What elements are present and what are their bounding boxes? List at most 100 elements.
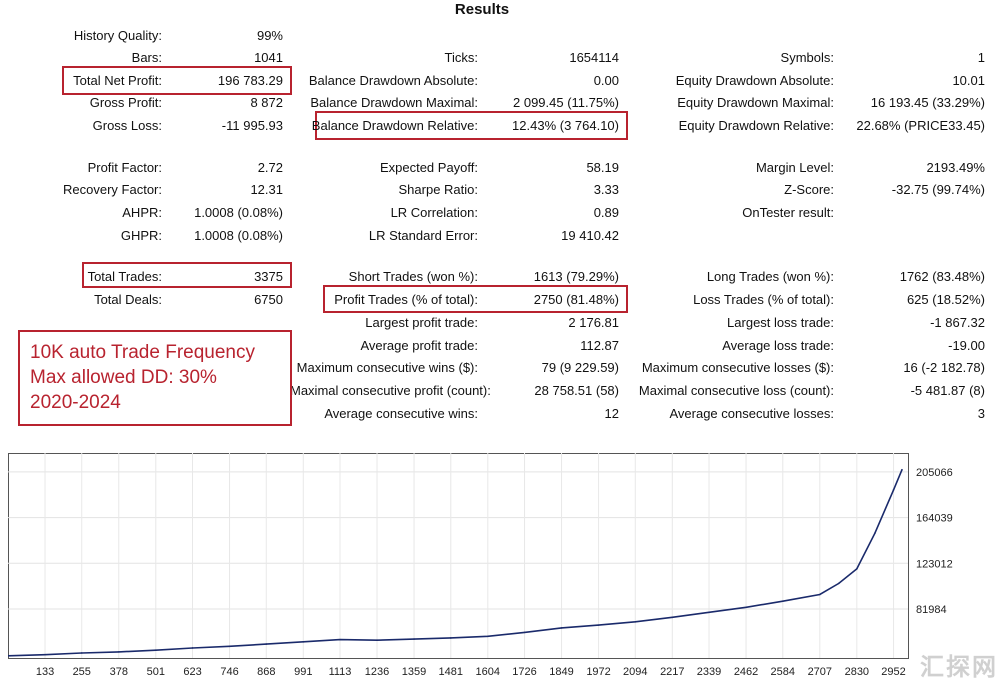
balance-point [597, 624, 600, 626]
ontester-result-label: OnTester result: [742, 205, 834, 220]
balance-point [191, 647, 194, 649]
note-line-3: 2020-2024 [30, 392, 121, 413]
maximal-consecutive-profit-label: Maximal consecutive profit (count): [290, 383, 491, 398]
margin-level-value: 2193.49% [926, 160, 985, 175]
balance-dd-maximal-label: Balance Drawdown Maximal: [310, 95, 478, 110]
highlight-total-trades [82, 262, 292, 288]
balance-point [449, 637, 452, 639]
gross-profit-label: Gross Profit: [89, 95, 162, 110]
ghpr-value: 1.0008 (0.08%) [194, 228, 283, 243]
x-tick-label: 991 [294, 666, 312, 678]
x-tick-label: 378 [110, 666, 128, 678]
highlight-balance-dd-relative [315, 111, 628, 140]
x-tick-label: 501 [147, 666, 165, 678]
x-tick-label: 133 [36, 666, 54, 678]
total-deals-label: Total Deals: [94, 292, 162, 307]
balance-point [634, 620, 637, 623]
x-tick-label: 2830 [845, 666, 869, 678]
balance-point [781, 600, 784, 602]
profit-trades-value: 2750 (81.48%) [533, 292, 619, 307]
max-consecutive-wins-value: 79 (9 229.59) [541, 360, 619, 375]
x-tick-label: 2094 [623, 666, 647, 678]
total-trades-label: Total Trades: [87, 269, 162, 284]
balance-point [745, 606, 747, 609]
symbols-value: 1 [977, 50, 985, 65]
profit-factor-value: 2.72 [257, 160, 283, 175]
average-consecutive-wins-label: Average consecutive wins: [324, 406, 478, 421]
balance-point [302, 641, 305, 643]
recovery-factor-label: Recovery Factor: [63, 182, 162, 197]
bars-label: Bars: [131, 50, 162, 65]
equity-dd-relative-label: Equity Drawdown Relative: [678, 118, 834, 133]
equity-dd-maximal-value: 16 193.45 (33.29%) [870, 95, 985, 110]
x-tick-label: 1359 [402, 666, 426, 678]
x-tick-label: 1726 [512, 666, 536, 678]
x-tick-label: 1236 [365, 666, 389, 678]
balance-point [376, 639, 378, 641]
lr-correlation-value: 0.89 [593, 205, 619, 220]
z-score-label: Z-Score: [784, 182, 834, 197]
strategy-note-box: 10K auto Trade Frequency Max allowed DD:… [18, 330, 292, 426]
equity-dd-absolute-label: Equity Drawdown Absolute: [675, 73, 834, 88]
balance-point [837, 582, 840, 585]
history-quality-label: History Quality: [73, 28, 162, 43]
balance-point [154, 649, 157, 652]
bars-value: 1041 [254, 50, 283, 65]
symbols-label: Symbols: [780, 50, 834, 65]
x-tick-label: 2339 [697, 666, 721, 678]
x-tick-label: 746 [220, 666, 238, 678]
largest-profit-trade-value: 2 176.81 [568, 315, 619, 330]
ahpr-label: AHPR: [122, 205, 162, 220]
note-line-2: Max allowed DD: 30% [30, 367, 217, 388]
balance-point [228, 645, 231, 648]
average-loss-trade-label: Average loss trade: [722, 338, 834, 353]
largest-loss-trade-value: -1 867.32 [930, 315, 985, 330]
balance-point [265, 643, 268, 645]
x-tick-label: 623 [183, 666, 201, 678]
balance-point [560, 627, 563, 629]
balance-point [8, 654, 9, 657]
maximal-consecutive-loss-value: -5 481.87 (8) [910, 383, 985, 398]
y-tick-label: 164039 [916, 513, 953, 525]
balance-point [339, 638, 341, 641]
x-tick-label: 1972 [586, 666, 610, 678]
gross-loss-label: Gross Loss: [92, 118, 162, 133]
expected-payoff-label: Expected Payoff: [379, 160, 478, 175]
loss-trades-value: 625 (18.52%) [906, 292, 985, 307]
balance-dd-relative-label: Balance Drawdown Relative: [311, 118, 478, 133]
plot-area [8, 453, 909, 659]
x-tick-label: 1604 [476, 666, 500, 678]
average-consecutive-losses-label: Average consecutive losses: [669, 406, 834, 421]
report-title: Results [454, 1, 510, 18]
history-quality-value: 99% [256, 28, 283, 43]
x-tick-label: 2462 [734, 666, 758, 678]
average-profit-trade-value: 112.87 [580, 338, 619, 353]
sharpe-ratio-label: Sharpe Ratio: [398, 182, 479, 197]
largest-loss-trade-label: Largest loss trade: [727, 315, 834, 330]
balance-dd-absolute-label: Balance Drawdown Absolute: [308, 73, 478, 88]
z-score-value: -32.75 (99.74%) [891, 182, 985, 197]
y-tick-label: 205066 [916, 467, 953, 479]
note-line-1: 10K auto Trade Frequency [30, 342, 255, 363]
max-consecutive-losses-label: Maximum consecutive losses ($): [641, 360, 834, 375]
x-tick-label: 2217 [660, 666, 684, 678]
highlight-total-net-profit [62, 66, 292, 95]
x-tick-label: 868 [257, 666, 275, 678]
average-consecutive-wins-value: 12 [604, 406, 619, 421]
x-tick-label: 2952 [881, 666, 905, 678]
loss-trades-label: Loss Trades (% of total): [693, 292, 834, 307]
max-consecutive-wins-label: Maximum consecutive wins ($): [296, 360, 478, 375]
profit-factor-label: Profit Factor: [87, 160, 162, 175]
x-tick-label: 255 [73, 666, 91, 678]
balance-point [892, 488, 895, 491]
balance-dd-relative-value: 12.43% (3 764.10) [512, 118, 619, 133]
average-profit-trade-label: Average profit trade: [360, 338, 478, 353]
average-loss-trade-value: -19.00 [948, 338, 985, 353]
balance-point [486, 635, 489, 638]
margin-level-label: Margin Level: [755, 160, 834, 175]
x-tick-label: 1849 [549, 666, 573, 678]
equity-dd-absolute-value: 10.01 [952, 73, 985, 88]
long-trades-label: Long Trades (won %): [706, 269, 834, 284]
average-consecutive-losses-value: 3 [977, 406, 985, 421]
equity-dd-relative-value: 22.68% (PRICE33.45) [856, 118, 985, 133]
